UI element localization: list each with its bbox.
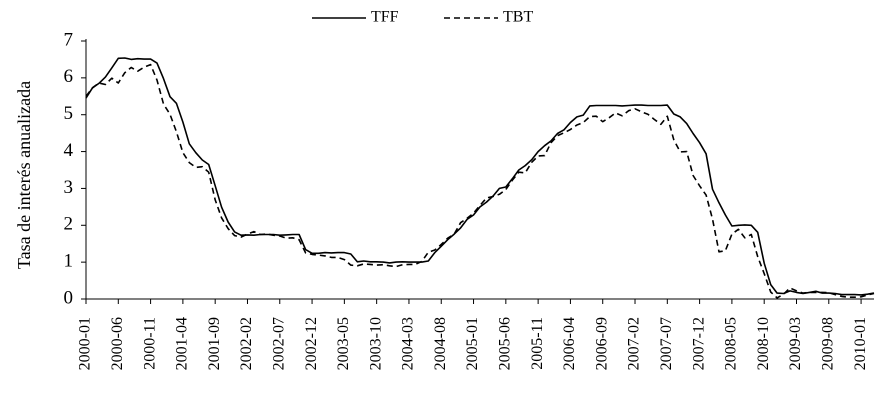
- x-tick-label: 2004-03: [400, 317, 417, 370]
- y-tick-label: 1: [64, 251, 74, 272]
- y-tick-label: 5: [64, 103, 74, 124]
- x-tick-label: 2002-02: [238, 317, 255, 370]
- x-tick-label: 2006-09: [593, 317, 610, 370]
- series-group: [85, 57, 875, 299]
- x-tick-label: 2000-11: [141, 317, 158, 370]
- x-tick-label: 2007-02: [626, 317, 643, 370]
- legend: TFF TBT: [312, 9, 533, 26]
- x-tick-label: 2000-06: [109, 317, 126, 370]
- x-tick-label: 2007-07: [658, 317, 675, 370]
- x-tick-label: 2009-03: [787, 317, 804, 370]
- x-tick-label: 2007-12: [690, 317, 707, 370]
- legend-label-tff: TFF: [371, 9, 399, 26]
- y-tick-label: 3: [64, 177, 74, 198]
- x-tick-label: 2002-12: [303, 317, 320, 370]
- y-tick-label: 2: [64, 214, 74, 235]
- x-tick-label: 2003-10: [367, 317, 384, 370]
- x-tick-label: 2008-05: [723, 317, 740, 370]
- x-tick-label: 2005-11: [529, 317, 546, 370]
- y-axis: 0 1 2 3 4 5 6 7: [64, 29, 87, 308]
- x-tick-label: 2000-01: [77, 317, 94, 370]
- x-tick-label: 2003-05: [335, 317, 352, 370]
- x-tick-label: 2009-08: [819, 317, 836, 370]
- x-tick-label: 2001-09: [206, 317, 223, 370]
- x-tick-label: 2008-10: [755, 317, 772, 370]
- x-tick-label: 2005-01: [464, 317, 481, 370]
- x-tick-label: 2005-06: [496, 317, 513, 370]
- x-tick-label: 2010-01: [852, 317, 869, 370]
- y-tick-label: 7: [64, 29, 74, 50]
- x-axis: 2000-01 2000-06 2000-11 2001-04 2001-09 2002-…: [77, 298, 874, 370]
- y-tick-label: 0: [64, 287, 74, 308]
- y-tick-label: 6: [64, 66, 74, 87]
- legend-label-tbt: TBT: [503, 9, 533, 26]
- y-tick-label: 4: [64, 140, 74, 161]
- x-tick-label: 2004-08: [432, 317, 449, 370]
- x-tick-label: 2006-04: [561, 317, 578, 370]
- x-tick-label: 2002-07: [270, 317, 287, 370]
- series-line-tff: [85, 57, 875, 296]
- series-line-tbt: [85, 63, 875, 299]
- y-axis-label: Tasa de interés anualizada: [14, 81, 34, 269]
- x-tick-label: 2001-04: [174, 317, 191, 370]
